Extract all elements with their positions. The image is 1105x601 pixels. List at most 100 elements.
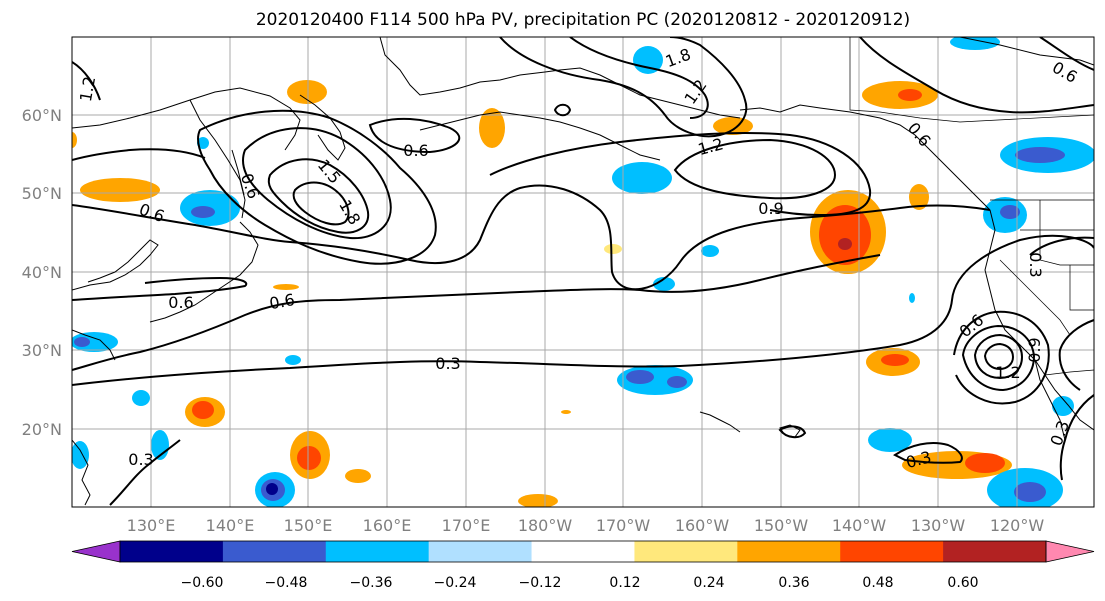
coastline-aleutians xyxy=(419,111,661,161)
contour-label: 0.3 xyxy=(128,450,153,469)
colorbar-tick-label: 0.48 xyxy=(862,575,893,591)
colorbar-tick-label: 0.36 xyxy=(778,575,809,591)
anomaly-blob xyxy=(909,293,915,303)
lon-label: 150°W xyxy=(754,516,809,535)
contour-label: 0.9 xyxy=(1025,337,1044,362)
pv-contour-0.9 xyxy=(197,109,437,265)
anomaly-blob xyxy=(653,277,675,291)
figure-title: 2020120400 F114 500 hPa PV, precipitatio… xyxy=(256,10,910,30)
anomaly-blob xyxy=(868,428,912,452)
coastline-hudson xyxy=(959,37,1094,66)
border-canada-us xyxy=(849,37,1094,123)
anomaly-blob xyxy=(983,197,1027,233)
anomaly-blob xyxy=(185,397,225,427)
pv-contour-0.3-lower xyxy=(109,439,181,506)
map-panel: 1.2 0.6 0.6 1.5 1.8 0.6 0.6 0.6 0.3 0.3 … xyxy=(71,36,1095,508)
anomaly-blob xyxy=(290,431,330,479)
anomaly-blob xyxy=(909,184,929,210)
colorbar-tick-label: 0.24 xyxy=(693,575,724,591)
pv-contour-1.2-ring xyxy=(973,333,1024,380)
political-boundaries xyxy=(849,37,1094,376)
pv-contour-hawaii-ring xyxy=(778,425,807,439)
coastline-alaska-panhandle xyxy=(739,104,991,211)
pv-contours xyxy=(72,37,1094,506)
colorbar-segment xyxy=(531,541,635,562)
anomaly-blob xyxy=(180,190,240,226)
anomaly-blob xyxy=(561,410,571,414)
colorbar-segment xyxy=(120,541,224,562)
lon-label: 160°E xyxy=(363,516,412,535)
coastline-sakhalin xyxy=(231,149,245,196)
pv-contour-0.3 xyxy=(72,234,1094,386)
lon-label: 170°E xyxy=(442,516,491,535)
colorbar-tick-label: −0.60 xyxy=(181,575,224,591)
colorbar-segment xyxy=(325,541,430,562)
anomaly-blob xyxy=(72,132,77,148)
contour-label: 0.6 xyxy=(268,290,296,313)
pv-contour-1.5-ring xyxy=(983,342,1015,371)
pv-contour-small-ring xyxy=(553,103,572,117)
colorbar-tick-label: 0.12 xyxy=(609,575,640,591)
precip-positive-shading xyxy=(72,80,1012,507)
pv-contour-alaska-high-2 xyxy=(569,37,709,119)
lon-label: 130°E xyxy=(127,516,176,535)
contour-label: 1.2 xyxy=(995,363,1020,382)
anomaly-blob xyxy=(132,390,150,406)
anomaly-blob xyxy=(713,117,753,135)
anomaly-blob xyxy=(950,37,1000,50)
anomaly-blob xyxy=(197,137,209,149)
colorbar-extend-min xyxy=(71,540,121,563)
lat-label: 30°N xyxy=(22,341,62,360)
contour-label: 0.3 xyxy=(435,354,460,373)
anomaly-blob xyxy=(902,451,1012,479)
lon-label: 120°W xyxy=(990,516,1045,535)
coastline-baja xyxy=(1034,359,1066,441)
graticule xyxy=(72,37,1094,507)
lon-label: 170°W xyxy=(596,516,651,535)
colorbar-tick-label: −0.12 xyxy=(519,575,562,591)
contour-label: 1.2 xyxy=(76,75,99,103)
coastline-korea-china xyxy=(72,239,159,291)
anomaly-blob xyxy=(701,245,719,257)
colorbar-segment xyxy=(222,541,327,562)
coastline-asia-north xyxy=(72,87,301,151)
colorbar-tick-label: −0.36 xyxy=(350,575,393,591)
coastline-alaska-west xyxy=(379,37,561,96)
border-states-4 xyxy=(1069,265,1094,311)
border-mexico xyxy=(1044,369,1094,376)
coastline-alaska-south xyxy=(559,67,741,119)
colorbar-extend-max xyxy=(1045,540,1095,563)
lon-label: 160°W xyxy=(675,516,730,535)
anomaly-blob xyxy=(604,244,622,254)
pv-contour-gulf xyxy=(673,138,837,200)
contour-label: 0.6 xyxy=(168,293,193,312)
coastlines xyxy=(72,37,1094,506)
contour-label: 0.3 xyxy=(1026,252,1045,277)
anomaly-blob xyxy=(987,468,1063,507)
lon-label: 140°W xyxy=(832,516,887,535)
anomaly-blob xyxy=(518,494,558,507)
map-frame xyxy=(71,36,1095,508)
pv-contour-canada-east xyxy=(1039,37,1094,71)
pv-contour-west-canada xyxy=(859,37,1094,114)
anomaly-blob xyxy=(72,441,89,469)
pv-contour-1.2 xyxy=(242,127,392,240)
anomaly-blob xyxy=(273,284,299,290)
pv-contour-1.5 xyxy=(267,158,370,234)
colorbar-frame xyxy=(119,540,1047,563)
anomaly-blob xyxy=(80,178,160,202)
pv-contour-0.3-se xyxy=(893,442,963,464)
pv-contour-ne xyxy=(1029,236,1094,256)
anomaly-blob xyxy=(612,162,672,194)
anomaly-blob xyxy=(285,355,301,365)
colorbar-segment xyxy=(634,541,738,562)
border-states-3 xyxy=(999,259,1071,336)
lon-label: 140°E xyxy=(206,516,255,535)
colorbar-segment xyxy=(840,541,944,562)
coastline-okhotsk xyxy=(189,99,246,219)
colorbar-segments xyxy=(71,540,1095,563)
pv-contour-0.6-sea xyxy=(72,148,206,161)
coastline-hawaii xyxy=(699,411,741,433)
lon-label: 130°W xyxy=(911,516,966,535)
lat-axis: 60°N 50°N 40°N 30°N 20°N xyxy=(22,106,62,439)
